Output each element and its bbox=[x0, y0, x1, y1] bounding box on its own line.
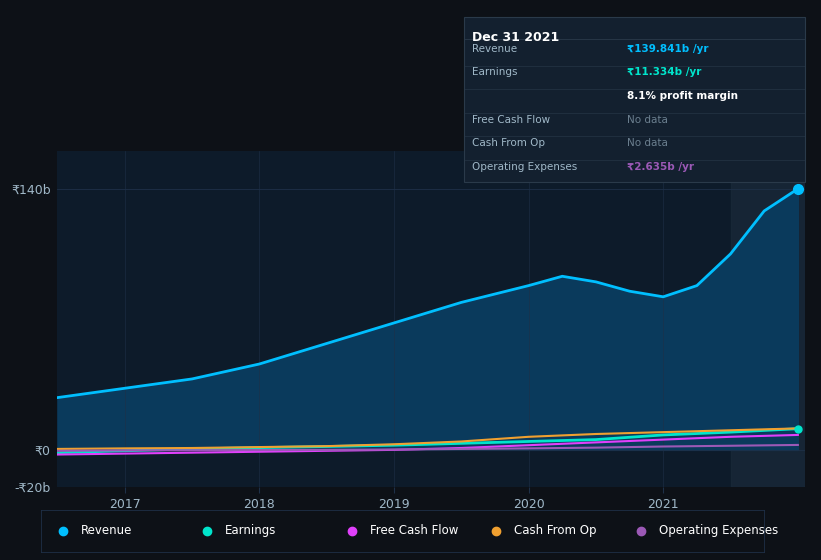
Text: 8.1% profit margin: 8.1% profit margin bbox=[627, 91, 738, 101]
Text: Dec 31 2021: Dec 31 2021 bbox=[472, 31, 559, 44]
Text: ₹2.635b /yr: ₹2.635b /yr bbox=[627, 162, 695, 172]
Text: Revenue: Revenue bbox=[80, 524, 132, 537]
Text: No data: No data bbox=[627, 115, 668, 124]
Text: Earnings: Earnings bbox=[225, 524, 277, 537]
Text: Free Cash Flow: Free Cash Flow bbox=[472, 115, 550, 124]
Text: Free Cash Flow: Free Cash Flow bbox=[369, 524, 458, 537]
Text: ₹11.334b /yr: ₹11.334b /yr bbox=[627, 67, 702, 77]
Text: Earnings: Earnings bbox=[472, 67, 517, 77]
Text: Operating Expenses: Operating Expenses bbox=[658, 524, 778, 537]
Text: Cash From Op: Cash From Op bbox=[472, 138, 545, 148]
Text: Cash From Op: Cash From Op bbox=[514, 524, 597, 537]
Text: Operating Expenses: Operating Expenses bbox=[472, 162, 577, 172]
Text: No data: No data bbox=[627, 138, 668, 148]
Text: Revenue: Revenue bbox=[472, 44, 517, 54]
Bar bbox=[731, 151, 805, 487]
Text: ₹139.841b /yr: ₹139.841b /yr bbox=[627, 44, 709, 54]
